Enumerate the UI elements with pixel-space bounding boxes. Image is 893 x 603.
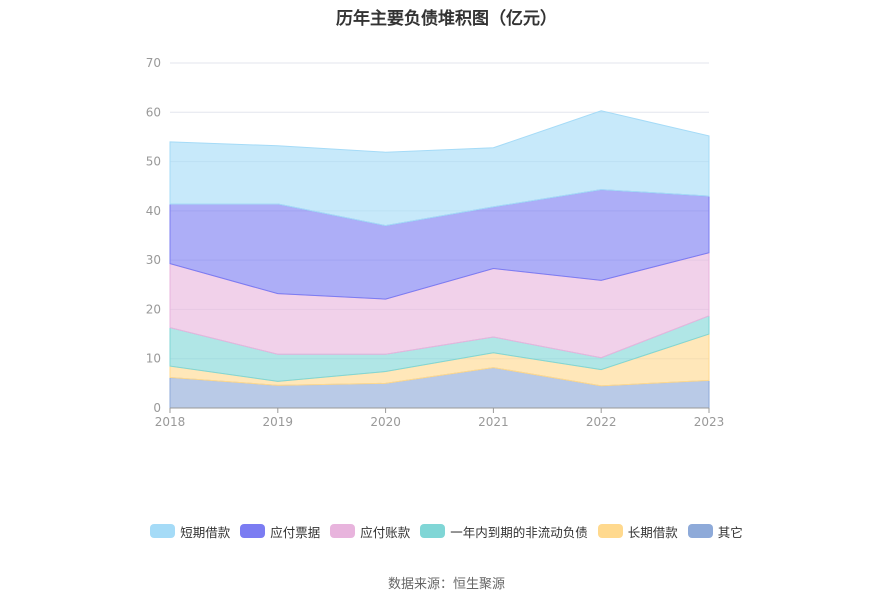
legend-item[interactable]: 应付账款: [330, 522, 410, 541]
y-tick-label: 30: [146, 253, 161, 267]
x-tick-label: 2020: [370, 415, 401, 429]
y-tick-label: 50: [146, 155, 161, 169]
legend-item[interactable]: 应付票据: [240, 522, 320, 541]
chart-legend: 短期借款 应付票据 应付账款 一年内到期的非流动负债 长期借款 其它: [0, 521, 893, 541]
legend-item[interactable]: 短期借款: [150, 522, 230, 541]
legend-label: 一年内到期的非流动负债: [450, 524, 588, 540]
x-tick-label: 2018: [155, 415, 186, 429]
area-series: [169, 110, 710, 227]
legend-swatch: [687, 524, 713, 538]
legend-item[interactable]: 其它: [687, 522, 743, 541]
legend-label: 长期借款: [627, 524, 678, 540]
legend-label: 短期借款: [180, 524, 231, 540]
x-tick-label: 2019: [263, 415, 294, 429]
x-tick-label: 2021: [478, 415, 509, 429]
legend-swatch: [150, 524, 176, 538]
y-tick-label: 20: [146, 302, 161, 316]
legend-swatch: [420, 524, 446, 538]
legend-swatch: [240, 524, 266, 538]
legend-swatch: [597, 524, 623, 538]
x-tick-label: 2022: [586, 415, 617, 429]
chart-title: 历年主要负债堆积图（亿元）: [336, 9, 557, 29]
legend-swatch: [330, 524, 356, 538]
data-source-note: 数据来源：恒生聚源: [387, 577, 505, 592]
y-tick-label: 0: [153, 401, 161, 415]
y-tick-label: 60: [146, 105, 161, 119]
y-tick-label: 40: [146, 204, 161, 218]
legend-item[interactable]: 长期借款: [597, 522, 678, 541]
x-tick-label: 2023: [694, 415, 725, 429]
legend-label: 应付票据: [270, 524, 321, 540]
y-tick-label: 10: [146, 352, 161, 366]
legend-item[interactable]: 一年内到期的非流动负债: [420, 522, 588, 541]
legend-label: 应付账款: [360, 524, 411, 540]
legend-label: 其它: [717, 524, 743, 540]
y-tick-label: 70: [146, 56, 161, 70]
